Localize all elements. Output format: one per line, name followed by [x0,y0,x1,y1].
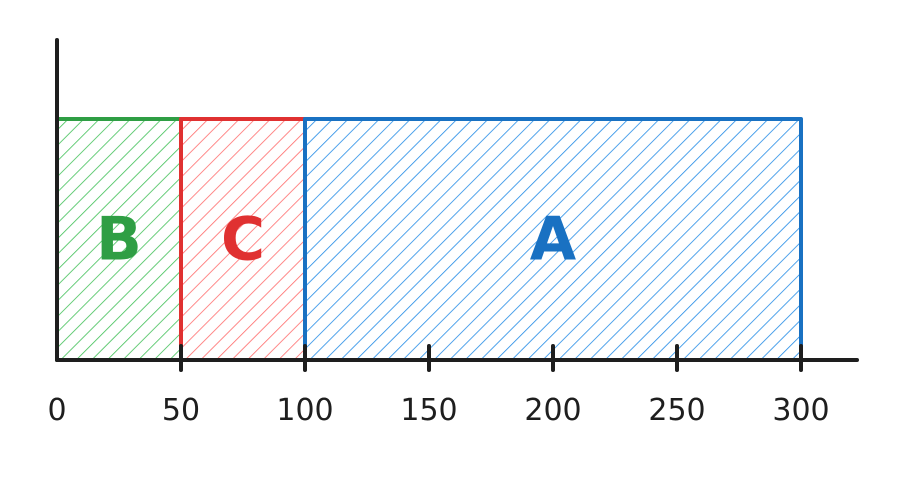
segment-a: A [303,117,803,362]
segment-c-box [179,117,307,362]
axes-layer [55,38,859,362]
segment-a-label: A [530,205,577,275]
x-tick-label-50: 50 [162,393,200,428]
tick-labels-layer: 0 50 100 150 200 250 300 [47,393,829,428]
ticks-layer [179,344,803,372]
segment-b-label: B [96,205,142,275]
x-tick-label-200: 200 [524,393,581,428]
x-tick-label-0: 0 [47,393,66,428]
segment-b: B [55,117,183,362]
segment-c-label: C [221,205,265,275]
x-tick-label-300: 300 [772,393,829,428]
segment-c: C [179,117,307,362]
x-tick-label-250: 250 [648,393,705,428]
segment-a-box [303,117,803,362]
x-tick-label-100: 100 [276,393,333,428]
x-tick-label-150: 150 [400,393,457,428]
